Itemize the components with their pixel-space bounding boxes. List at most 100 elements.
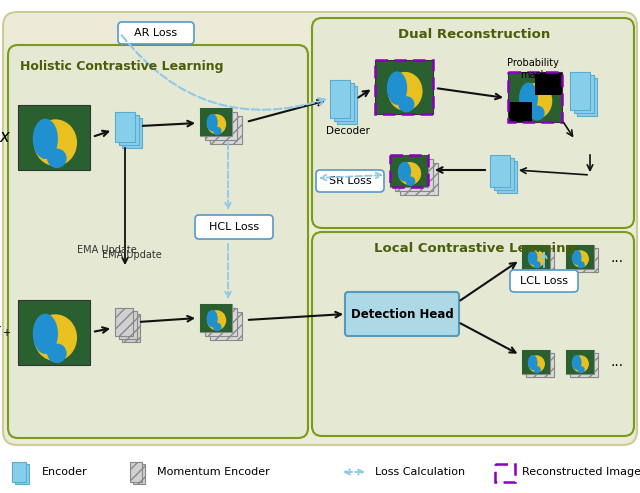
Bar [390,155,428,187]
Bar [130,462,142,482]
Bar [375,60,433,114]
Ellipse shape [528,355,545,373]
FancyBboxPatch shape [316,170,384,192]
Ellipse shape [33,119,58,159]
FancyBboxPatch shape [345,292,459,336]
Bar [577,78,597,116]
Bar [490,155,510,187]
FancyBboxPatch shape [312,18,634,228]
Bar [18,300,90,365]
Ellipse shape [572,355,582,370]
Bar [200,108,232,136]
Bar [118,115,138,145]
Text: Loss Calculation: Loss Calculation [375,467,465,477]
Ellipse shape [207,310,227,330]
Text: EMA Update: EMA Update [77,245,137,255]
Bar [15,464,29,484]
FancyBboxPatch shape [312,232,634,436]
Circle shape [577,366,585,373]
Bar [535,72,562,95]
Bar [115,112,135,142]
Bar [12,462,26,482]
Ellipse shape [519,82,538,113]
Bar [200,108,232,136]
Bar [115,308,133,336]
Bar [495,464,515,482]
Text: Decoder: Decoder [326,126,370,136]
Circle shape [534,366,541,373]
FancyBboxPatch shape [8,45,308,438]
Bar [508,102,532,122]
Ellipse shape [398,162,421,185]
Bar [522,245,550,269]
Ellipse shape [207,310,218,327]
Bar [570,248,598,272]
Bar [493,158,513,190]
Bar [205,112,237,140]
Ellipse shape [398,162,411,181]
Bar [333,83,353,121]
Ellipse shape [572,250,582,265]
Ellipse shape [528,250,538,265]
Bar [522,350,550,374]
Circle shape [213,323,221,331]
Text: $x_+$: $x_+$ [0,325,11,339]
Ellipse shape [207,114,227,134]
FancyBboxPatch shape [510,270,578,292]
Text: Momentum Encoder: Momentum Encoder [157,467,269,477]
Bar [132,464,145,484]
Bar [337,86,357,124]
Bar [573,75,593,113]
Text: Dual Reconstruction: Dual Reconstruction [398,28,550,41]
Text: $x$: $x$ [0,128,11,146]
Circle shape [577,261,585,268]
Bar [210,116,242,144]
Bar [390,155,428,187]
Circle shape [213,127,221,135]
Bar [375,60,433,114]
Bar [395,159,433,191]
Text: ...: ... [610,355,623,369]
Ellipse shape [528,250,545,268]
Text: ...: ... [610,251,623,265]
Bar [522,245,550,269]
Text: Reconstructed Image: Reconstructed Image [522,467,640,477]
Ellipse shape [387,71,407,105]
FancyBboxPatch shape [3,12,637,445]
Ellipse shape [33,314,58,354]
Bar [570,72,590,110]
Bar [390,155,428,187]
Bar [200,304,232,332]
Circle shape [398,96,415,112]
Text: Probability
mask: Probability mask [507,58,559,79]
Bar [508,72,562,122]
Bar [508,72,562,122]
Bar [566,350,594,374]
Text: HCL Loss: HCL Loss [209,222,259,232]
Text: LCL Loss: LCL Loss [520,276,568,286]
Text: EMA Update: EMA Update [102,250,162,260]
Bar [330,80,350,118]
Ellipse shape [572,355,589,373]
Ellipse shape [528,355,538,370]
Bar [122,314,140,342]
Bar [205,308,237,336]
Bar [210,312,242,340]
Bar [375,60,433,114]
Circle shape [406,176,415,186]
Ellipse shape [34,315,77,361]
FancyBboxPatch shape [195,215,273,239]
FancyBboxPatch shape [118,22,194,44]
Bar [18,300,90,365]
Bar [566,245,594,269]
Circle shape [47,148,67,168]
Text: Detection Head: Detection Head [351,308,453,320]
Text: Encoder: Encoder [42,467,88,477]
Bar [18,105,90,170]
Bar [497,161,517,193]
Text: Local Contrastive Learning: Local Contrastive Learning [374,242,575,255]
Circle shape [534,261,541,268]
Bar [570,353,598,377]
Bar [566,350,594,374]
Text: SR Loss: SR Loss [329,176,371,186]
